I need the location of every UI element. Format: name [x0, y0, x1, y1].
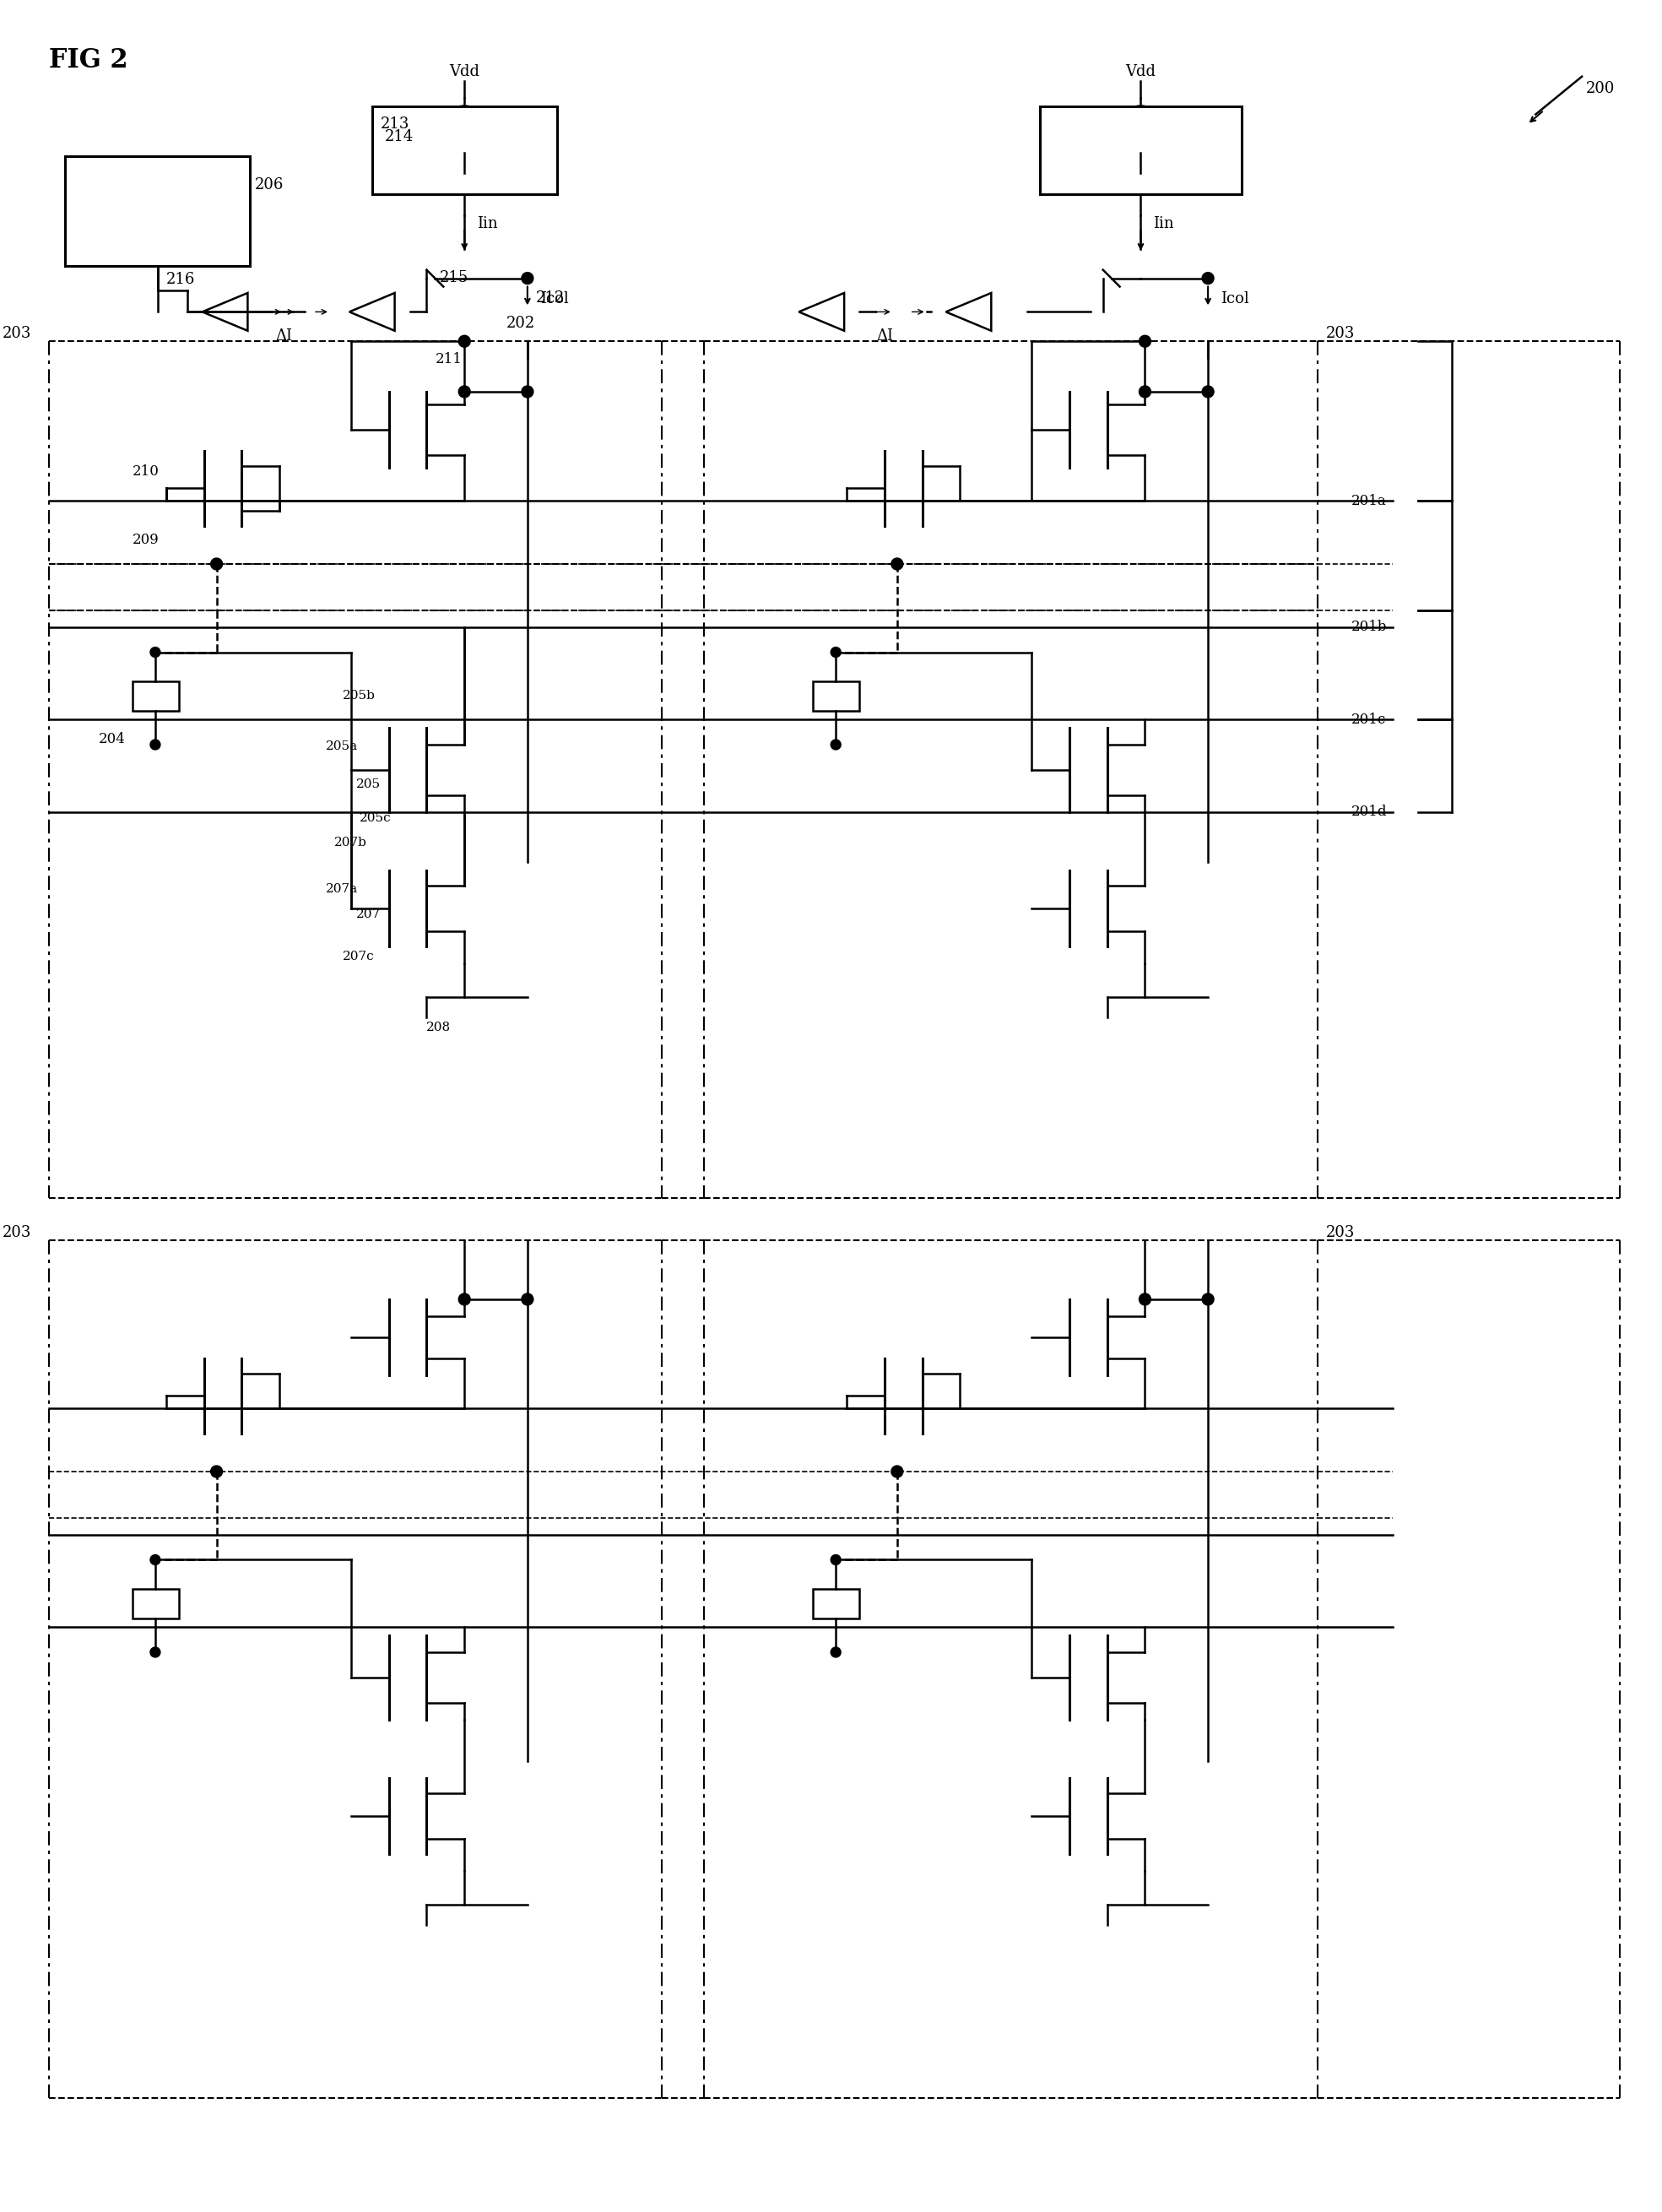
Text: FIG 2: FIG 2	[48, 46, 128, 73]
Text: 203: 203	[3, 1225, 32, 1241]
Text: 207: 207	[356, 909, 381, 920]
Text: Iin: Iin	[1153, 217, 1173, 232]
Text: Vdd: Vdd	[449, 64, 480, 80]
Circle shape	[831, 1648, 841, 1657]
Text: 211: 211	[435, 352, 462, 367]
Circle shape	[1138, 1294, 1150, 1305]
Text: 201d: 201d	[1351, 805, 1386, 818]
Text: 216: 216	[166, 272, 194, 288]
Circle shape	[831, 648, 841, 657]
Text: Vdd: Vdd	[1125, 64, 1157, 80]
Circle shape	[522, 272, 534, 283]
Text: ΔI: ΔI	[276, 330, 293, 343]
Text: 210: 210	[133, 465, 160, 478]
Text: 207c: 207c	[342, 951, 374, 962]
Text: 205c: 205c	[359, 812, 391, 823]
Circle shape	[459, 336, 470, 347]
Text: 206: 206	[254, 177, 284, 192]
Text: 205b: 205b	[342, 690, 376, 701]
Circle shape	[1138, 336, 1150, 347]
Circle shape	[211, 1467, 223, 1478]
Circle shape	[150, 1648, 160, 1657]
Circle shape	[211, 557, 223, 571]
Text: 209: 209	[133, 533, 160, 546]
Circle shape	[150, 1555, 160, 1564]
Circle shape	[1202, 385, 1213, 398]
Text: 203: 203	[1326, 1225, 1355, 1241]
Bar	[133, 1588, 179, 1619]
Text: 201c: 201c	[1351, 712, 1386, 726]
Bar	[813, 681, 859, 710]
Text: 203: 203	[3, 325, 32, 341]
Text: 208: 208	[427, 1022, 450, 1033]
Circle shape	[831, 1555, 841, 1564]
Text: 215: 215	[439, 270, 469, 285]
Circle shape	[1202, 1294, 1213, 1305]
Text: 201a: 201a	[1351, 493, 1386, 509]
Text: 212: 212	[535, 290, 565, 305]
Bar	[372, 106, 557, 195]
Text: 200: 200	[1586, 82, 1615, 95]
Text: Icol: Icol	[1220, 292, 1250, 307]
Bar	[1040, 106, 1242, 195]
Circle shape	[459, 385, 470, 398]
Text: 207a: 207a	[326, 883, 357, 896]
Circle shape	[459, 1294, 470, 1305]
Bar	[65, 157, 251, 265]
Bar	[813, 1588, 859, 1619]
Bar	[133, 681, 179, 710]
Circle shape	[831, 739, 841, 750]
Circle shape	[891, 557, 902, 571]
Text: 203: 203	[1326, 325, 1355, 341]
Text: 213: 213	[381, 117, 411, 133]
Text: 205a: 205a	[326, 741, 357, 752]
Text: Icol: Icol	[540, 292, 568, 307]
Text: Iin: Iin	[477, 217, 499, 232]
Text: 201b: 201b	[1351, 619, 1386, 635]
Circle shape	[150, 739, 160, 750]
Circle shape	[1138, 385, 1150, 398]
Circle shape	[150, 648, 160, 657]
Circle shape	[1202, 272, 1213, 283]
Circle shape	[522, 1294, 534, 1305]
Text: 202: 202	[507, 316, 535, 332]
Circle shape	[891, 1467, 902, 1478]
Text: ΔI: ΔI	[876, 330, 892, 343]
Text: 204: 204	[100, 732, 126, 745]
Text: 207b: 207b	[334, 836, 367, 849]
Circle shape	[522, 385, 534, 398]
Text: 214: 214	[384, 131, 414, 144]
Text: 205: 205	[356, 779, 381, 790]
